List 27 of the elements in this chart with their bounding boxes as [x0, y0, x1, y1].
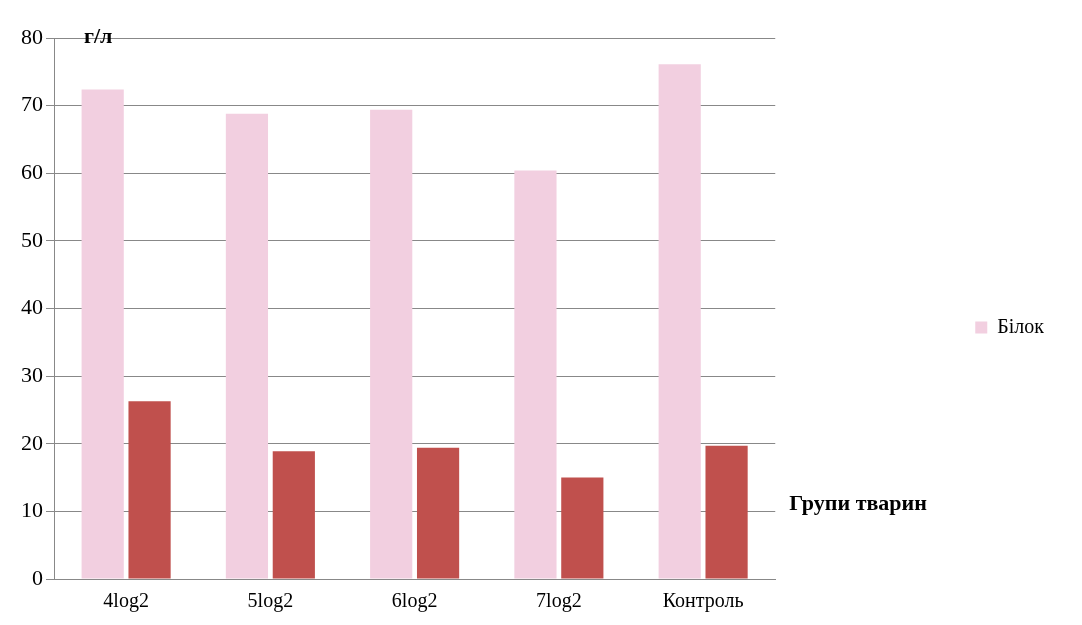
bar — [272, 451, 315, 579]
y-tick-label: 0 — [32, 564, 43, 590]
x-tick-label: Контроль — [662, 589, 744, 613]
bar — [128, 401, 171, 579]
y-tick-label: 30 — [21, 361, 43, 387]
y-tick-label: 20 — [21, 429, 43, 455]
bar — [561, 477, 604, 579]
y-tick-label: 50 — [21, 226, 43, 252]
x-tick-label: 7log2 — [536, 589, 582, 613]
y-tick-label: 40 — [21, 294, 43, 320]
y-tick-label: 70 — [21, 91, 43, 117]
y-tick-label: 60 — [21, 159, 43, 185]
x-tick-label: 6log2 — [391, 589, 438, 613]
bar — [416, 447, 460, 579]
bar — [658, 64, 701, 579]
x-axis-title: Групи тварин — [789, 489, 928, 515]
bar — [705, 445, 748, 579]
y-tick-label: 10 — [21, 497, 43, 523]
legend-label: Білок — [997, 314, 1045, 337]
bar — [225, 113, 269, 579]
bar — [81, 89, 124, 579]
x-tick-label: 4log2 — [103, 589, 149, 613]
bar — [370, 109, 413, 579]
bar — [514, 170, 557, 579]
y-axis-title: г/л — [84, 22, 113, 48]
x-tick-label: 5log2 — [247, 589, 294, 613]
y-tick-label: 80 — [21, 23, 43, 49]
